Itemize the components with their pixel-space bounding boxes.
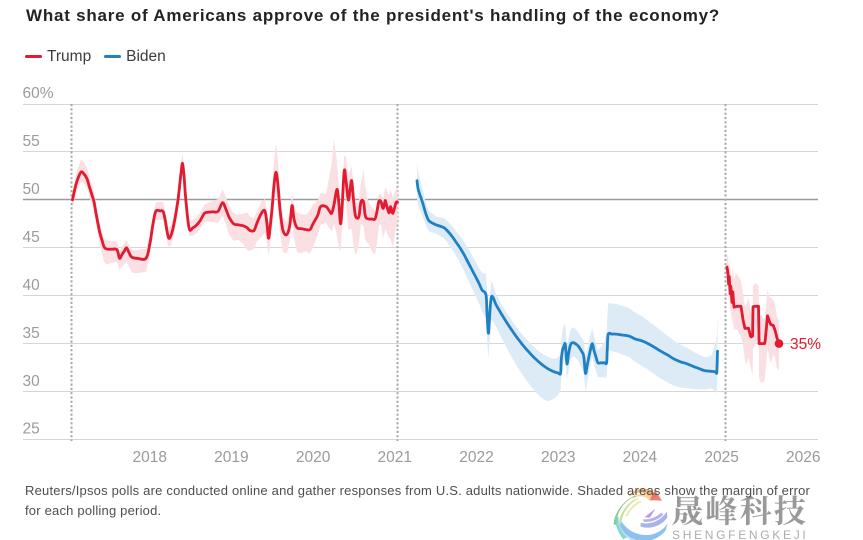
svg-text:2024: 2024 — [623, 449, 658, 466]
svg-text:2025: 2025 — [704, 449, 738, 466]
svg-text:2026: 2026 — [786, 449, 820, 466]
svg-text:60%: 60% — [23, 85, 54, 102]
svg-text:25: 25 — [23, 421, 40, 438]
svg-text:30: 30 — [23, 373, 41, 390]
svg-text:2021: 2021 — [378, 449, 412, 466]
svg-text:35%: 35% — [790, 336, 821, 353]
svg-text:2018: 2018 — [132, 449, 166, 466]
svg-text:45: 45 — [23, 229, 40, 246]
svg-text:2020: 2020 — [296, 449, 331, 466]
svg-text:50: 50 — [23, 181, 41, 198]
svg-text:2022: 2022 — [459, 449, 493, 466]
svg-text:SHENGFENGKEJI: SHENGFENGKEJI — [672, 528, 808, 540]
svg-text:55: 55 — [23, 133, 40, 150]
svg-text:40: 40 — [23, 277, 41, 294]
svg-text:35: 35 — [23, 325, 40, 342]
svg-text:2019: 2019 — [214, 449, 248, 466]
svg-text:2023: 2023 — [541, 449, 575, 466]
